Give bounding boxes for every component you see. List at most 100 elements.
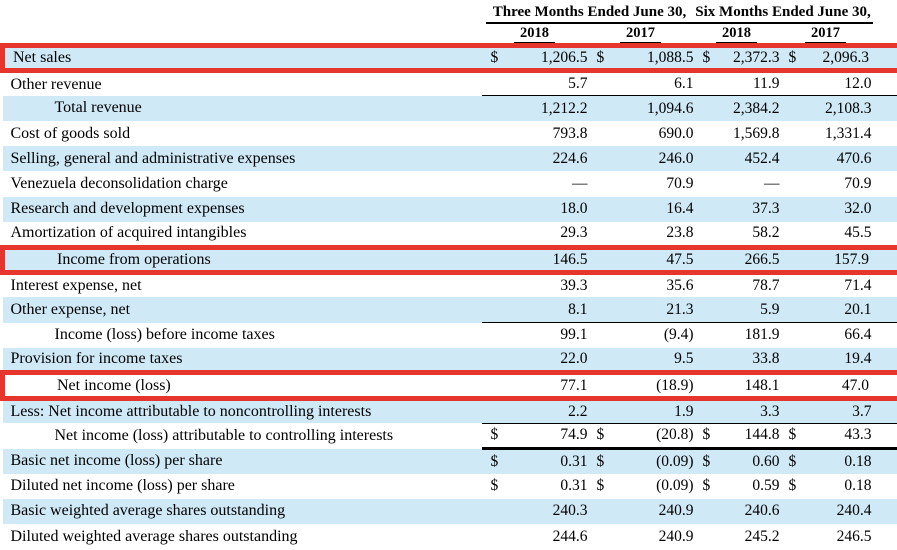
cell-value: 452.4 [720, 146, 780, 171]
cell-value: 246.5 [806, 524, 897, 549]
dollar-sign [780, 197, 806, 222]
table-row-other-revenue: Other revenue 5.7 6.1 11.9 12.0 [3, 71, 897, 96]
year-label: 2017 [805, 25, 846, 43]
table-row-basic-weighted-shares: Basic weighted average shares outstandin… [3, 499, 897, 524]
dollar-sign [780, 71, 806, 96]
dollar-sign [780, 499, 806, 524]
dollar-sign [588, 524, 614, 549]
dollar-sign: $ [780, 46, 806, 71]
cell-value: 148.1 [720, 373, 780, 398]
period-header-cell: Three Months Ended June 30, [482, 1, 694, 24]
dollar-sign [780, 272, 806, 297]
table-row-net-income-loss: Net income (loss) 77.1 (18.9) 148.1 47.0 [3, 373, 897, 398]
year-header-row: 2018 2017 2018 2017 [3, 24, 897, 46]
dollar-sign: $ [780, 474, 806, 499]
table-row-interest-expense: Interest expense, net 39.3 35.6 78.7 71.… [3, 272, 897, 297]
dollar-sign [482, 348, 508, 373]
dollar-sign [780, 323, 806, 348]
cell-value: 240.6 [720, 499, 780, 524]
row-label: Other revenue [3, 71, 482, 96]
dollar-sign [780, 348, 806, 373]
row-label: Income from operations [3, 247, 482, 272]
cell-value: 47.0 [806, 373, 897, 398]
row-label: Basic net income (loss) per share [3, 449, 482, 474]
dollar-sign [588, 297, 614, 322]
dollar-sign [588, 247, 614, 272]
cell-value: 2.2 [508, 398, 588, 423]
cell-value: (20.8) [614, 423, 694, 448]
dollar-sign [482, 146, 508, 171]
cell-value: 0.31 [508, 474, 588, 499]
cell-value: (18.9) [614, 373, 694, 398]
dollar-sign [694, 297, 720, 322]
dollar-sign [694, 272, 720, 297]
dollar-sign [482, 71, 508, 96]
row-label: Other expense, net [3, 297, 482, 322]
row-label: Amortization of acquired intangibles [3, 222, 482, 247]
dollar-sign [482, 96, 508, 121]
header-spacer [3, 24, 482, 46]
cell-value: — [508, 171, 588, 196]
dollar-sign: $ [694, 46, 720, 71]
cell-value: (0.09) [614, 474, 694, 499]
cell-value: 6.1 [614, 71, 694, 96]
cell-value: 3.3 [720, 398, 780, 423]
dollar-sign [694, 171, 720, 196]
cell-value: 12.0 [806, 71, 897, 96]
dollar-sign [588, 272, 614, 297]
cell-value: 70.9 [614, 171, 694, 196]
dollar-sign [780, 297, 806, 322]
cell-value: 1,331.4 [806, 121, 897, 146]
table-row-income-before-taxes: Income (loss) before income taxes 99.1 (… [3, 323, 897, 348]
dollar-sign [588, 222, 614, 247]
year-header-cell: 2018 [694, 24, 780, 46]
cell-value: 1,094.6 [614, 96, 694, 121]
cell-value: 78.7 [720, 272, 780, 297]
dollar-sign [588, 197, 614, 222]
cell-value: — [720, 171, 780, 196]
dollar-sign [588, 171, 614, 196]
cell-value: 3.7 [806, 398, 897, 423]
dollar-sign [780, 146, 806, 171]
table-row-diluted-weighted-shares: Diluted weighted average shares outstand… [3, 524, 897, 549]
dollar-sign: $ [588, 46, 614, 71]
dollar-sign: $ [482, 449, 508, 474]
dollar-sign [482, 222, 508, 247]
table-row-basic-eps: Basic net income (loss) per share $ 0.31… [3, 449, 897, 474]
cell-value: 793.8 [508, 121, 588, 146]
table-row-net-sales: Net sales $ 1,206.5 $ 1,088.5 $ 2,372.3 … [3, 46, 897, 71]
row-label: Net income (loss) [3, 373, 482, 398]
cell-value: 266.5 [720, 247, 780, 272]
dollar-sign [780, 524, 806, 549]
dollar-sign [482, 373, 508, 398]
row-label: Interest expense, net [3, 272, 482, 297]
row-label: Selling, general and administrative expe… [3, 146, 482, 171]
dollar-sign [694, 323, 720, 348]
period-header-cell: Six Months Ended June 30, [694, 1, 897, 24]
dollar-sign [482, 171, 508, 196]
cell-value: 9.5 [614, 348, 694, 373]
cell-value: 19.4 [806, 348, 897, 373]
cell-value: 77.1 [508, 373, 588, 398]
period-header-row: Three Months Ended June 30, Six Months E… [3, 1, 897, 24]
cell-value: 5.7 [508, 71, 588, 96]
dollar-sign [588, 373, 614, 398]
cell-value: 99.1 [508, 323, 588, 348]
dollar-sign [694, 197, 720, 222]
year-label: 2018 [716, 25, 757, 43]
dollar-sign [482, 524, 508, 549]
table-row-cost-of-goods-sold: Cost of goods sold 793.8 690.0 1,569.8 1… [3, 121, 897, 146]
year-header-cell: 2018 [482, 24, 588, 46]
dollar-sign [780, 171, 806, 196]
row-label: Net income (loss) attributable to contro… [3, 423, 482, 448]
cell-value: 240.9 [614, 499, 694, 524]
cell-value: 37.3 [720, 197, 780, 222]
dollar-sign [482, 121, 508, 146]
cell-value: 2,096.3 [806, 46, 897, 71]
dollar-sign [694, 398, 720, 423]
cell-value: 16.4 [614, 197, 694, 222]
cell-value: 181.9 [720, 323, 780, 348]
year-label: 2017 [620, 25, 661, 43]
table-row-diluted-eps: Diluted net income (loss) per share $ 0.… [3, 474, 897, 499]
